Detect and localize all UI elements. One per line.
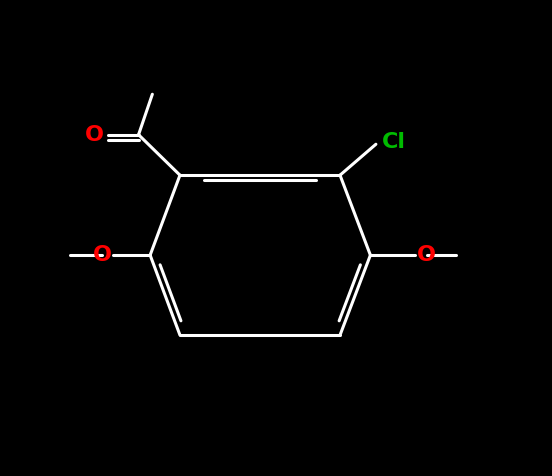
Text: O: O	[417, 245, 436, 265]
Text: Cl: Cl	[381, 132, 405, 152]
Text: O: O	[85, 125, 104, 145]
Text: O: O	[93, 245, 112, 265]
